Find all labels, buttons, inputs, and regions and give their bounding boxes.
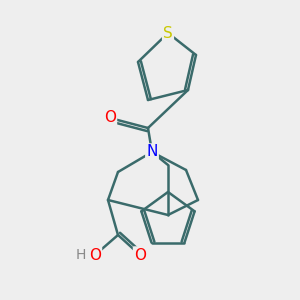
Text: N: N [146,145,158,160]
Text: O: O [134,248,146,262]
Text: S: S [163,26,173,40]
Text: O: O [104,110,116,125]
Text: H: H [76,248,86,262]
Text: O: O [89,248,101,262]
